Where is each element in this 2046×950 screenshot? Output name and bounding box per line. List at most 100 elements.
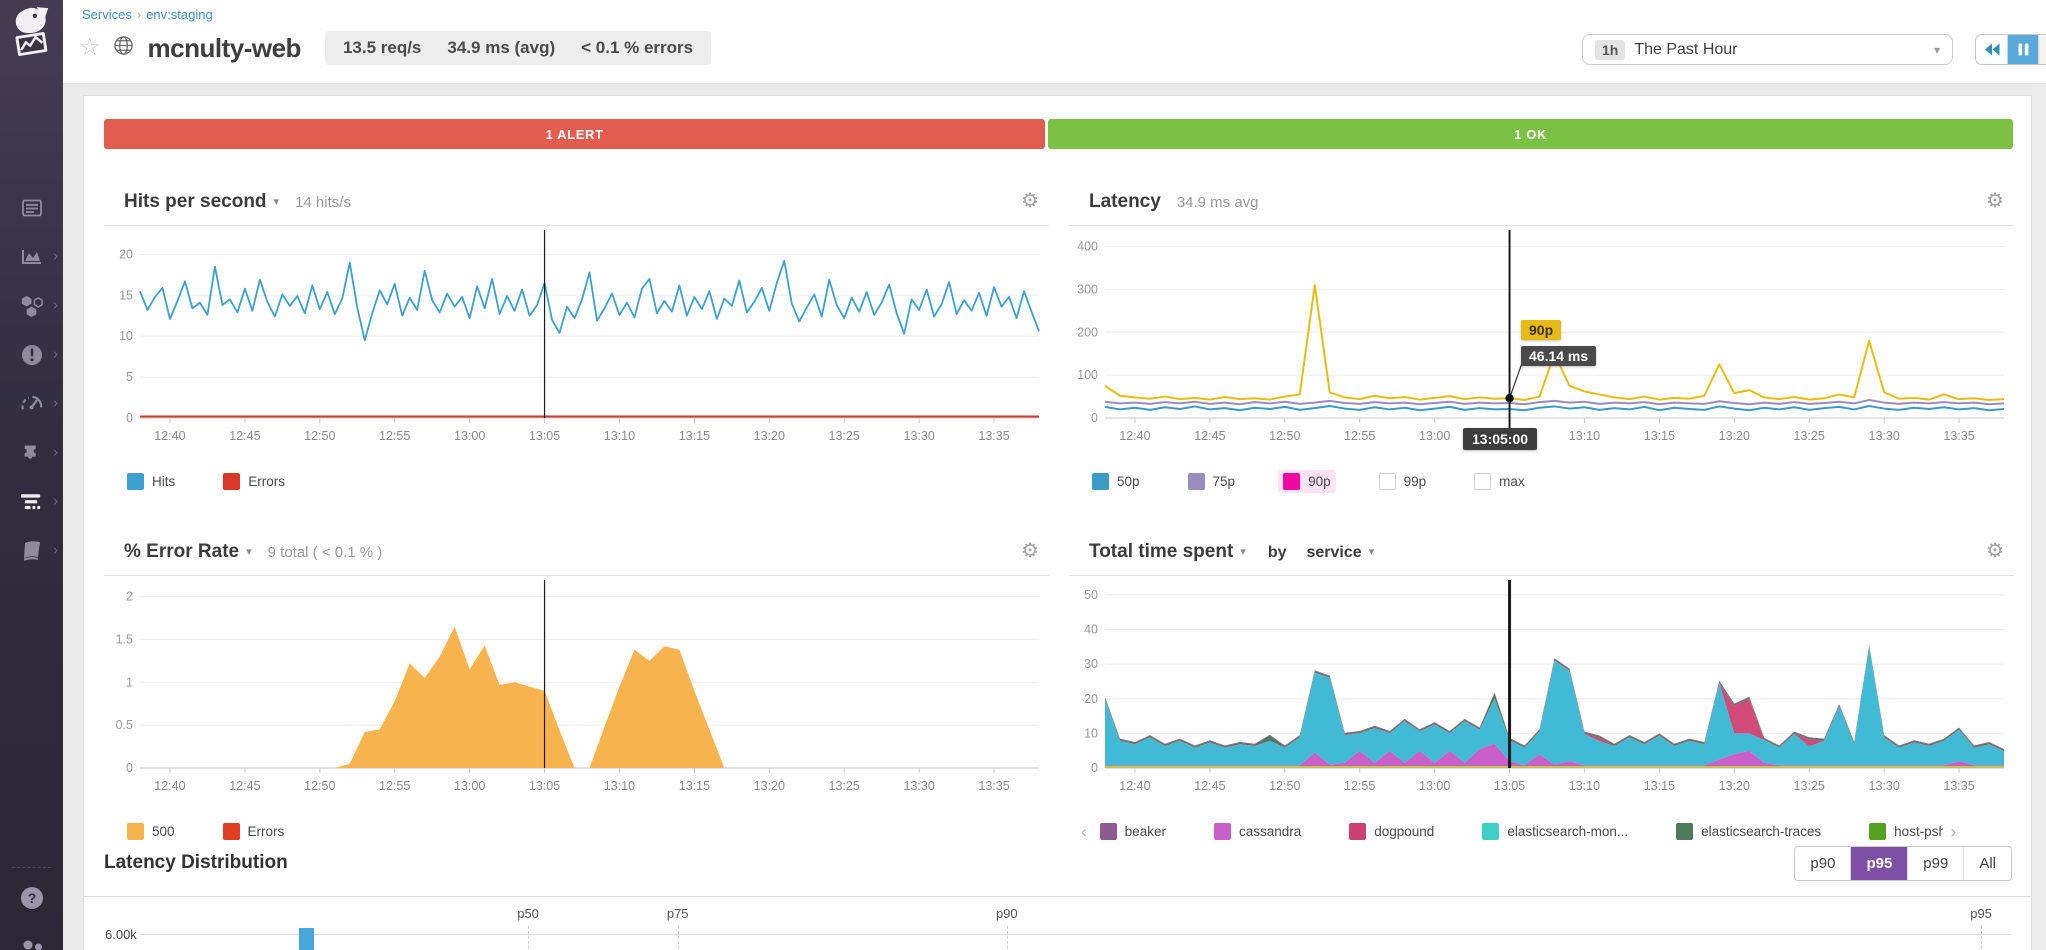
alert-status-bar[interactable]: 1 ALERT — [104, 119, 1046, 149]
latency-distribution-title: Latency Distribution — [104, 852, 288, 873]
total-time-chart[interactable]: 0 10 20 30 40 50 12:40 12:45 12:50 12:55 13:00 13:0… — [1069, 576, 2014, 812]
histogram-bar[interactable] — [298, 928, 314, 950]
chevron-down-icon: ▾ — [246, 546, 252, 558]
hits-title-dropdown[interactable]: Hits per second ▾ 14 hits/s — [124, 191, 351, 213]
legend-item[interactable]: Errors — [218, 470, 290, 493]
legend-item[interactable]: elasticsearch-traces — [1671, 820, 1826, 843]
favorite-star-icon[interactable]: ☆ — [79, 34, 101, 61]
latency-chart-canvas[interactable]: 0 100 200 300 400 12:40 12:45 12:50 12:55 13:00 13… — [1069, 226, 2014, 462]
percentile-marker-p75: p75 — [666, 906, 689, 921]
legend-item[interactable]: 75p — [1183, 470, 1241, 493]
percentile-button-all[interactable]: All — [1963, 847, 2011, 880]
percentile-button-p95[interactable]: p95 — [1850, 847, 1908, 880]
latency-chart[interactable]: 0 100 200 300 400 12:40 12:45 12:50 12:55 13:00 13… — [1069, 226, 2014, 462]
total-time-chart-canvas[interactable]: 0 10 20 30 40 50 12:40 12:45 12:50 12:55 13:00 13:0… — [1069, 576, 2014, 812]
legend-item[interactable]: beaker — [1095, 820, 1171, 843]
percentile-button-p90[interactable]: p90 — [1795, 847, 1851, 880]
svg-text:300: 300 — [1077, 282, 1098, 296]
error-rate-chart[interactable]: 0 0.5 1 1.5 2 12:40 12:45 12:50 12:55 13:00 13:05 1… — [104, 576, 1049, 812]
sidebar-item-help[interactable]: ? — [0, 878, 63, 918]
gear-icon[interactable]: ⚙ — [1986, 188, 2004, 212]
chevron-right-icon: › — [53, 345, 58, 363]
svg-text:30: 30 — [1084, 657, 1098, 671]
sidebar-item-logs[interactable]: › — [0, 531, 63, 571]
chevron-right-icon: › — [53, 394, 58, 412]
playback-controls — [1975, 34, 2046, 65]
svg-text:40: 40 — [1084, 623, 1098, 637]
legend-label: cassandra — [1238, 824, 1302, 839]
svg-text:?: ? — [27, 890, 36, 906]
svg-text:13:35: 13:35 — [978, 429, 1009, 443]
svg-text:12:55: 12:55 — [1344, 429, 1375, 443]
pause-button[interactable] — [2007, 35, 2038, 64]
sidebar-item-integrations[interactable]: › — [0, 433, 63, 473]
legend-swatch — [1092, 473, 1109, 490]
legend-scroll-right-icon[interactable]: › — [1950, 821, 1957, 841]
sidebar-item-apm[interactable]: › — [0, 482, 63, 522]
svg-text:2: 2 — [126, 590, 133, 604]
svg-text:12:55: 12:55 — [379, 779, 410, 793]
legend-scroll-left-icon[interactable]: ‹ — [1081, 821, 1087, 841]
datadog-logo-icon[interactable] — [10, 4, 52, 65]
svg-text:12:50: 12:50 — [304, 429, 335, 443]
sidebar-item-events[interactable] — [0, 188, 63, 228]
legend-item[interactable]: Errors — [218, 820, 290, 843]
percentile-button-p99[interactable]: p99 — [1907, 847, 1964, 880]
hits-chart[interactable]: 0 5 10 15 20 12:40 12:45 12:50 12:55 13:00 13:05 13… — [104, 226, 1049, 462]
legend-item[interactable]: Hits — [122, 470, 180, 493]
legend-item[interactable]: 99p — [1374, 470, 1432, 493]
chevron-down-icon: ▾ — [1368, 546, 1375, 558]
fast-forward-button[interactable] — [2038, 35, 2046, 64]
legend-item[interactable]: cassandra — [1209, 820, 1306, 843]
chevron-right-icon: › — [53, 247, 58, 265]
gear-icon[interactable]: ⚙ — [1021, 188, 1039, 212]
legend-item[interactable]: 500 — [122, 820, 180, 843]
sidebar-item-account[interactable] — [0, 930, 63, 950]
legend-swatch — [1213, 823, 1231, 840]
latency-legend: 50p 75p 90p 99p max — [1087, 470, 1568, 493]
legend-scroll-window: beaker cassandra dogpound elasticsearch-mon… — [1095, 820, 1943, 843]
svg-text:0: 0 — [126, 411, 133, 425]
gear-icon[interactable]: ⚙ — [1021, 538, 1039, 562]
legend-label: Hits — [152, 474, 176, 489]
hits-chart-canvas[interactable]: 0 5 10 15 20 12:40 12:45 12:50 12:55 13:00 13:05 13… — [104, 226, 1049, 462]
time-range-badge: 1h — [1595, 39, 1626, 60]
error-rate-chart-canvas[interactable]: 0 0.5 1 1.5 2 12:40 12:45 12:50 12:55 13:00 13:05 1… — [104, 576, 1049, 812]
sidebar-item-monitors[interactable]: › — [0, 335, 63, 375]
tooltip-time-badge: 13:05:00 — [1463, 428, 1538, 450]
legend-item[interactable]: 90p — [1278, 470, 1336, 493]
latency-distribution-chart[interactable]: 6.00k 5.00k p50 p75 p90 p95 — [105, 902, 2011, 950]
legend-item[interactable]: elasticsearch-mon... — [1477, 820, 1633, 843]
svg-text:200: 200 — [1077, 325, 1098, 339]
chevron-right-icon: › — [53, 541, 58, 559]
svg-text:12:45: 12:45 — [1194, 779, 1225, 793]
error-rate-legend: 500 Errors — [122, 820, 327, 843]
total-time-legend: ‹ beaker cassandra dogpound elasticsearch-m… — [1073, 820, 1964, 843]
breadcrumb-env-link[interactable]: env:staging — [146, 7, 213, 22]
total-time-title-dropdown[interactable]: Total time spent ▾ by service ▾ — [1089, 541, 1374, 563]
gear-icon[interactable]: ⚙ — [1986, 538, 2004, 562]
page-scroll-gutter[interactable] — [2033, 84, 2046, 950]
sidebar-item-metrics[interactable]: › — [0, 384, 63, 424]
legend-item[interactable]: dogpound — [1344, 820, 1439, 843]
legend-item[interactable]: 50p — [1087, 470, 1145, 493]
svg-text:12:50: 12:50 — [1269, 429, 1300, 443]
svg-text:0: 0 — [126, 761, 133, 775]
distribution-divider — [84, 896, 2031, 897]
time-range-select[interactable]: 1h The Past Hour ▾ — [1582, 34, 1953, 65]
breadcrumb-services-link[interactable]: Services — [82, 7, 132, 22]
ok-status-bar[interactable]: 1 OK — [1048, 119, 2013, 149]
error-rate-title-dropdown[interactable]: % Error Rate ▾ 9 total ( < 0.1 % ) — [124, 541, 382, 563]
svg-text:12:45: 12:45 — [1194, 429, 1225, 443]
legend-item[interactable]: host-pshard — [1864, 820, 1943, 843]
sidebar-item-dashboards[interactable]: › — [0, 237, 63, 277]
monitors-icon — [21, 345, 42, 365]
monitor-status-row: 1 ALERT 1 OK — [104, 119, 2013, 149]
rewind-button[interactable] — [1976, 35, 2007, 64]
legend-item[interactable]: max — [1469, 470, 1530, 493]
sidebar-item-infrastructure[interactable]: › — [0, 286, 63, 326]
top-header: Services › env:staging ☆ mcnulty-web 13.5 … — [63, 0, 2046, 84]
group-by-dropdown[interactable]: service — [1306, 544, 1362, 561]
percentile-line-p95 — [1981, 926, 1983, 950]
chevron-right-icon: › — [53, 443, 58, 461]
